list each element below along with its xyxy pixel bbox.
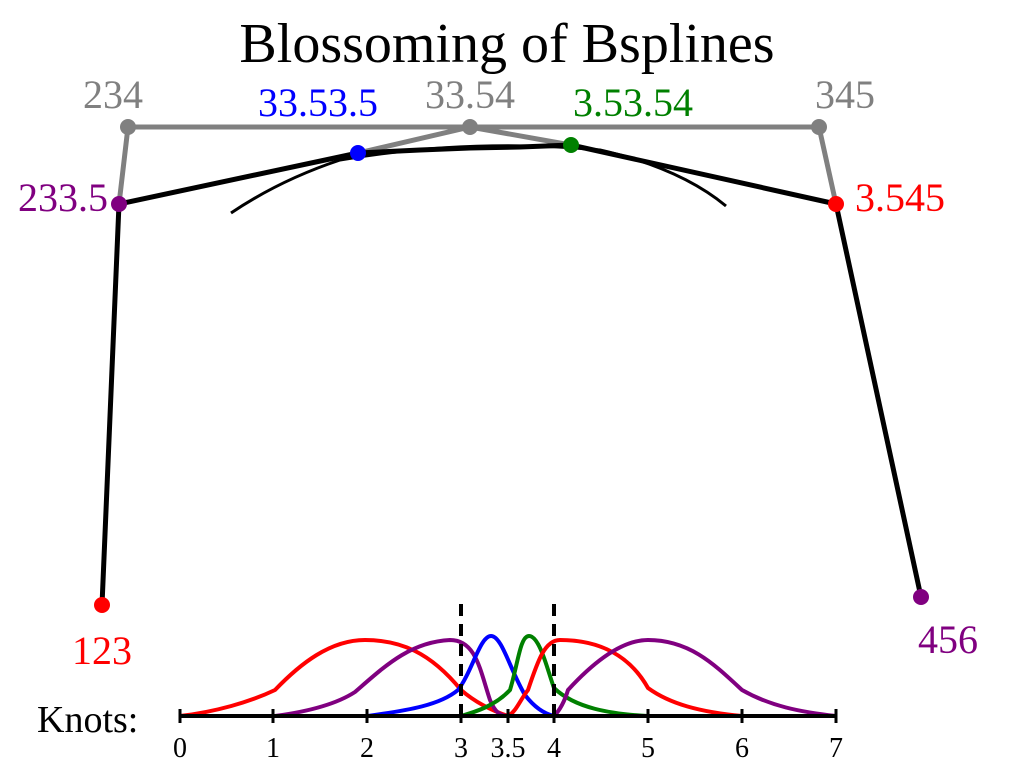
point-33-54-marker <box>462 119 478 135</box>
knot-label-1: 1 <box>266 733 280 764</box>
knot-label-5: 5 <box>641 733 655 764</box>
point-3-53-54-label: 3.53.54 <box>573 80 693 125</box>
point-33-53-5-marker <box>350 145 366 161</box>
basis-red-right <box>506 637 743 718</box>
point-123-marker <box>94 597 110 613</box>
point-233-5-label: 233.5 <box>18 175 108 220</box>
point-345-label: 345 <box>815 72 875 117</box>
point-33-53-5-label: 33.53.5 <box>258 80 378 125</box>
knot-label-6: 6 <box>735 733 749 764</box>
point-3-53-54-marker <box>563 137 579 153</box>
basis-green <box>460 633 649 718</box>
knot-label-2: 2 <box>360 733 374 764</box>
diagram-title: Blossoming of Bsplines <box>239 13 774 75</box>
point-3-545-marker <box>828 196 844 212</box>
point-33-54-label: 33.54 <box>425 72 515 117</box>
knot-label-3-5: 3.5 <box>491 733 526 764</box>
spline-curve <box>230 144 727 215</box>
knot-label-3: 3 <box>454 733 468 764</box>
knot-label-7: 7 <box>829 733 843 764</box>
point-456-label: 456 <box>918 617 978 662</box>
point-234-label: 234 <box>83 72 143 117</box>
basis-functions <box>179 633 837 718</box>
knot-label-0: 0 <box>173 733 187 764</box>
basis-purple-right <box>552 637 837 718</box>
basis-red-wide <box>179 637 509 718</box>
knot-ticks <box>178 709 838 723</box>
point-233-5-marker <box>111 196 127 212</box>
point-345-marker <box>811 119 827 135</box>
point-456-marker <box>913 589 929 605</box>
gray-control-polygon <box>116 124 839 205</box>
knot-label-4: 4 <box>547 733 561 764</box>
point-123-label: 123 <box>72 628 132 673</box>
knots-label: Knots: <box>37 699 138 741</box>
point-3-545-label: 3.545 <box>855 175 945 220</box>
point-234-marker <box>120 119 136 135</box>
basis-blue <box>367 633 555 718</box>
black-control-polygon <box>99 142 924 606</box>
basis-purple-left <box>274 637 509 718</box>
